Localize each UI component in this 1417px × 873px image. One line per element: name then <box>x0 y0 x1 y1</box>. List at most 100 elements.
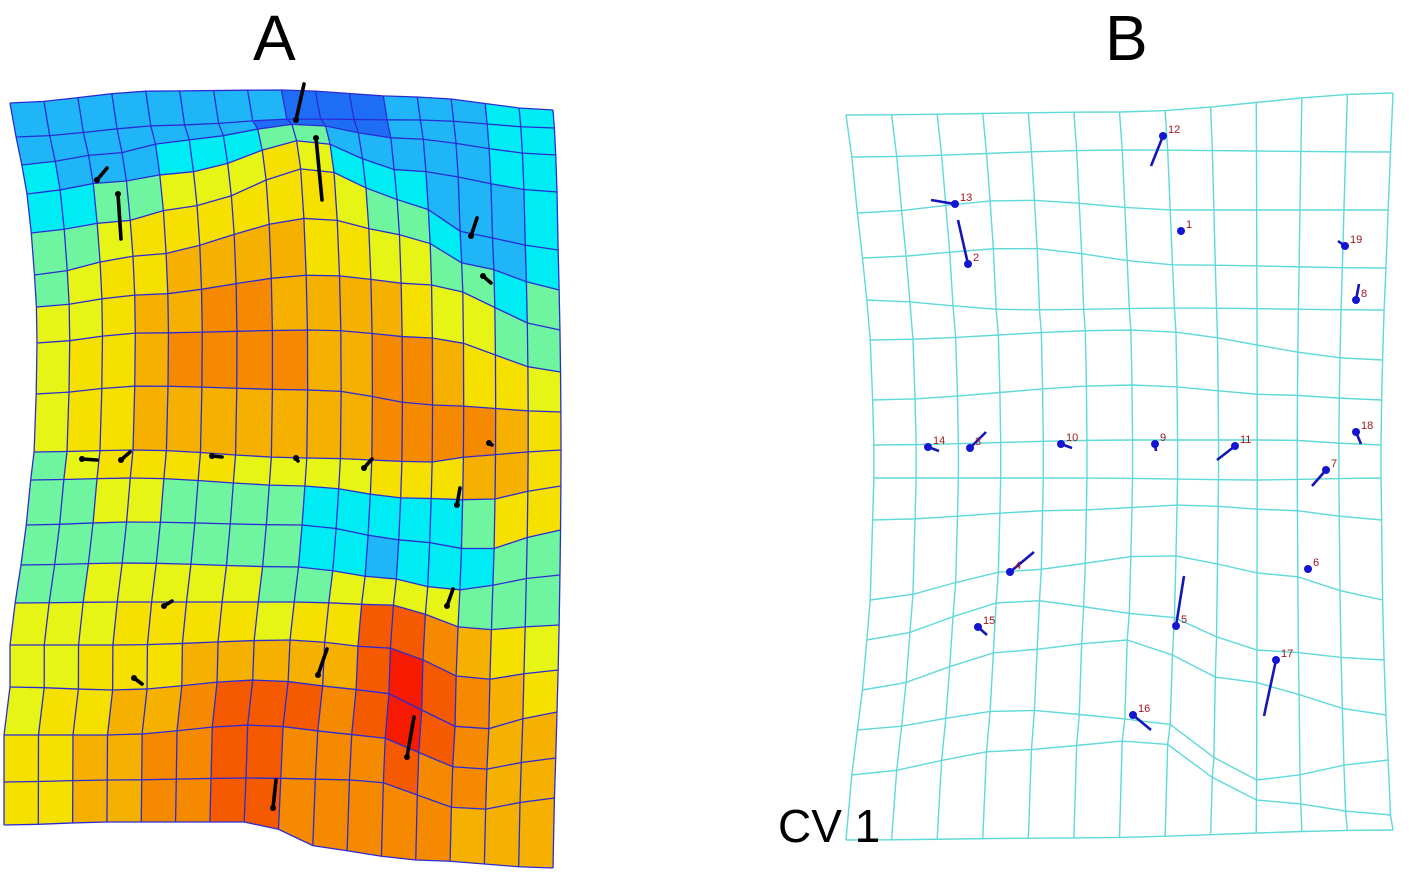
heatmap-cell <box>289 601 330 643</box>
heatmap-cell <box>194 480 234 525</box>
landmark-label: 16 <box>1138 703 1150 715</box>
heatmap-cell <box>216 640 255 683</box>
landmark-point <box>951 200 959 208</box>
heatmap-cell <box>398 497 432 543</box>
landmark-point <box>293 117 299 123</box>
landmark-point <box>313 135 319 141</box>
landmark-point <box>1352 296 1360 304</box>
heatmap-cell <box>400 282 433 339</box>
heatmap-cell <box>315 730 353 781</box>
heatmap-cell <box>431 404 464 463</box>
grid-row-line <box>870 329 1383 361</box>
landmark-vector <box>405 715 416 759</box>
heatmap-cell <box>155 139 194 176</box>
heatmap-cell <box>82 562 123 603</box>
heatmap-cell <box>132 253 169 296</box>
heatmap-cell <box>106 779 143 823</box>
heatmap-cell <box>266 484 306 526</box>
landmark-vector <box>445 587 455 608</box>
heatmap-cell <box>305 274 342 332</box>
landmark-label: 8 <box>1361 288 1367 300</box>
heatmap-cell <box>271 274 308 331</box>
heatmap-cell <box>129 449 167 479</box>
heatmap-cell <box>491 578 527 630</box>
heatmap-cell <box>235 277 273 332</box>
heatmap-cell <box>26 189 65 234</box>
landmark-label: 11 <box>1240 434 1251 446</box>
landmark-point <box>1006 568 1014 576</box>
heatmap-cell <box>527 366 562 413</box>
heatmap-cell <box>9 644 45 689</box>
heatmap-cell <box>526 485 562 538</box>
grid-column-line <box>277 89 309 830</box>
heatmap-cell <box>252 639 291 682</box>
landmark-16: 16 <box>1129 703 1152 731</box>
landmark-point <box>964 260 972 268</box>
grid-row-line <box>872 504 1382 521</box>
heatmap-cell <box>30 451 68 481</box>
grid-row-line <box>862 247 1386 269</box>
heatmap-cell <box>268 456 308 487</box>
landmark-1: 1 <box>1177 219 1192 235</box>
panel-a-deformation-grid <box>3 89 562 869</box>
heatmap-cell <box>367 493 401 541</box>
landmark-label: 6 <box>1313 557 1319 569</box>
heatmap-cell <box>262 524 303 568</box>
landmark-point <box>1341 242 1349 250</box>
heatmap-cell <box>78 601 118 646</box>
heatmap-cell <box>147 601 187 645</box>
heatmap-cell <box>21 160 61 195</box>
heatmap-cell <box>303 218 340 277</box>
landmark-vector <box>1149 135 1165 167</box>
heatmap-cell <box>190 522 231 566</box>
heatmap-cell <box>484 802 521 868</box>
landmark-4: 4 <box>1006 551 1035 576</box>
landmark-vector <box>956 219 970 265</box>
landmark-point <box>1129 711 1137 719</box>
landmark-7: 7 <box>1311 458 1337 487</box>
landmark-label: 3 <box>975 436 981 448</box>
heatmap-cell <box>361 575 397 606</box>
heatmap-cell <box>141 685 183 735</box>
heatmap-cell <box>155 521 196 565</box>
heatmap-cell <box>490 183 526 246</box>
heatmap-cell <box>54 522 94 565</box>
heatmap-cell <box>181 641 219 687</box>
landmark-vector <box>930 198 956 206</box>
landmark-12: 12 <box>1149 124 1180 167</box>
heatmap-cell <box>9 101 51 138</box>
landmark-6: 6 <box>1304 557 1319 573</box>
heatmap-cell <box>332 528 369 577</box>
heatmap-cell <box>68 298 103 342</box>
grid-column-line <box>1118 111 1134 838</box>
grid-column-line <box>552 109 562 869</box>
landmark-point <box>1322 466 1330 474</box>
heatmap-cell <box>78 644 114 691</box>
landmark-point <box>454 502 460 508</box>
heatmap-cell <box>72 734 108 781</box>
heatmap-cell <box>101 294 136 337</box>
heatmap-cell <box>68 335 103 393</box>
heatmap-cell <box>355 645 391 695</box>
landmark-vector <box>294 82 306 122</box>
heatmap-cell <box>449 806 486 865</box>
heatmap-cell <box>457 176 493 239</box>
heatmap-cell <box>20 523 60 566</box>
heatmap-cell <box>107 688 148 736</box>
heatmap-cell <box>526 529 561 579</box>
grid-column-line <box>312 90 342 846</box>
heatmap-cell <box>226 523 267 567</box>
landmark-label: 10 <box>1066 432 1078 444</box>
heatmap-cell <box>121 521 161 564</box>
heatmap-cell <box>182 601 223 644</box>
heatmap-cell <box>461 498 496 549</box>
landmark-11: 11 <box>1216 434 1251 462</box>
heatmap-cell <box>485 762 522 810</box>
landmark-label: 13 <box>960 192 972 204</box>
heatmap-cell <box>349 734 386 784</box>
heatmap-cell <box>416 96 454 122</box>
heatmap-cell <box>527 410 562 453</box>
landmark-2: 2 <box>956 219 979 268</box>
heatmap-cell <box>43 97 84 136</box>
heatmap-cell <box>217 601 259 643</box>
